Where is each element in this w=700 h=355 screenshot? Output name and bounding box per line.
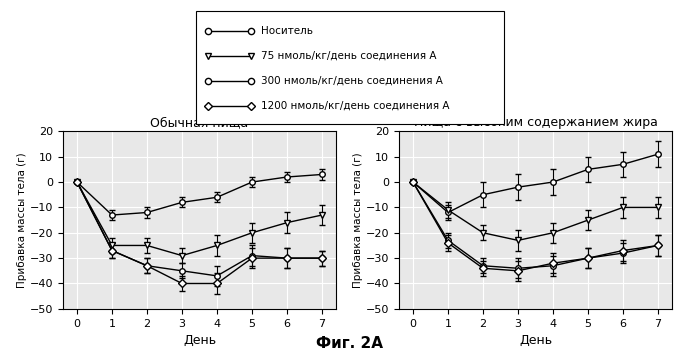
Text: 300 нмоль/кг/день соединения А: 300 нмоль/кг/день соединения А xyxy=(260,76,442,86)
Text: Фиг. 2А: Фиг. 2А xyxy=(316,337,384,351)
Title: Пища с высоким содержанием жира: Пища с высоким содержанием жира xyxy=(414,116,657,129)
FancyBboxPatch shape xyxy=(196,11,504,124)
Title: Обычная пища: Обычная пища xyxy=(150,116,248,129)
Text: 1200 нмоль/кг/день соединения А: 1200 нмоль/кг/день соединения А xyxy=(260,101,449,111)
Text: Носитель: Носитель xyxy=(260,26,313,36)
X-axis label: День: День xyxy=(519,334,552,347)
Y-axis label: Прибавка массы тела (г): Прибавка массы тела (г) xyxy=(353,152,363,288)
Text: 75 нмоль/кг/день соединения А: 75 нмоль/кг/день соединения А xyxy=(260,51,436,61)
Y-axis label: Прибавка массы тела (г): Прибавка массы тела (г) xyxy=(17,152,27,288)
X-axis label: День: День xyxy=(183,334,216,347)
